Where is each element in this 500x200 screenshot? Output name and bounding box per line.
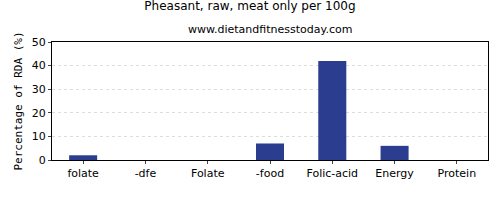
svg-text:www.dietandfitnesstoday.com: www.dietandfitnesstoday.com bbox=[188, 23, 352, 36]
svg-text:Pheasant, raw, meat only per 1: Pheasant, raw, meat only per 100g bbox=[144, 0, 355, 13]
svg-text:Folic-acid: Folic-acid bbox=[306, 167, 358, 180]
svg-text:Percentage of RDA (%): Percentage of RDA (%) bbox=[12, 31, 25, 170]
svg-text:-food: -food bbox=[256, 167, 284, 180]
svg-text:10: 10 bbox=[32, 130, 46, 143]
svg-text:40: 40 bbox=[32, 59, 46, 72]
svg-text:50: 50 bbox=[32, 36, 46, 49]
svg-text:0: 0 bbox=[39, 154, 46, 167]
svg-text:-dfe: -dfe bbox=[135, 167, 157, 180]
svg-text:folate: folate bbox=[67, 167, 99, 180]
svg-text:Energy: Energy bbox=[375, 167, 414, 180]
svg-text:Folate: Folate bbox=[191, 167, 225, 180]
svg-text:Protein: Protein bbox=[438, 167, 477, 180]
svg-text:20: 20 bbox=[32, 107, 46, 120]
svg-text:30: 30 bbox=[32, 83, 46, 96]
